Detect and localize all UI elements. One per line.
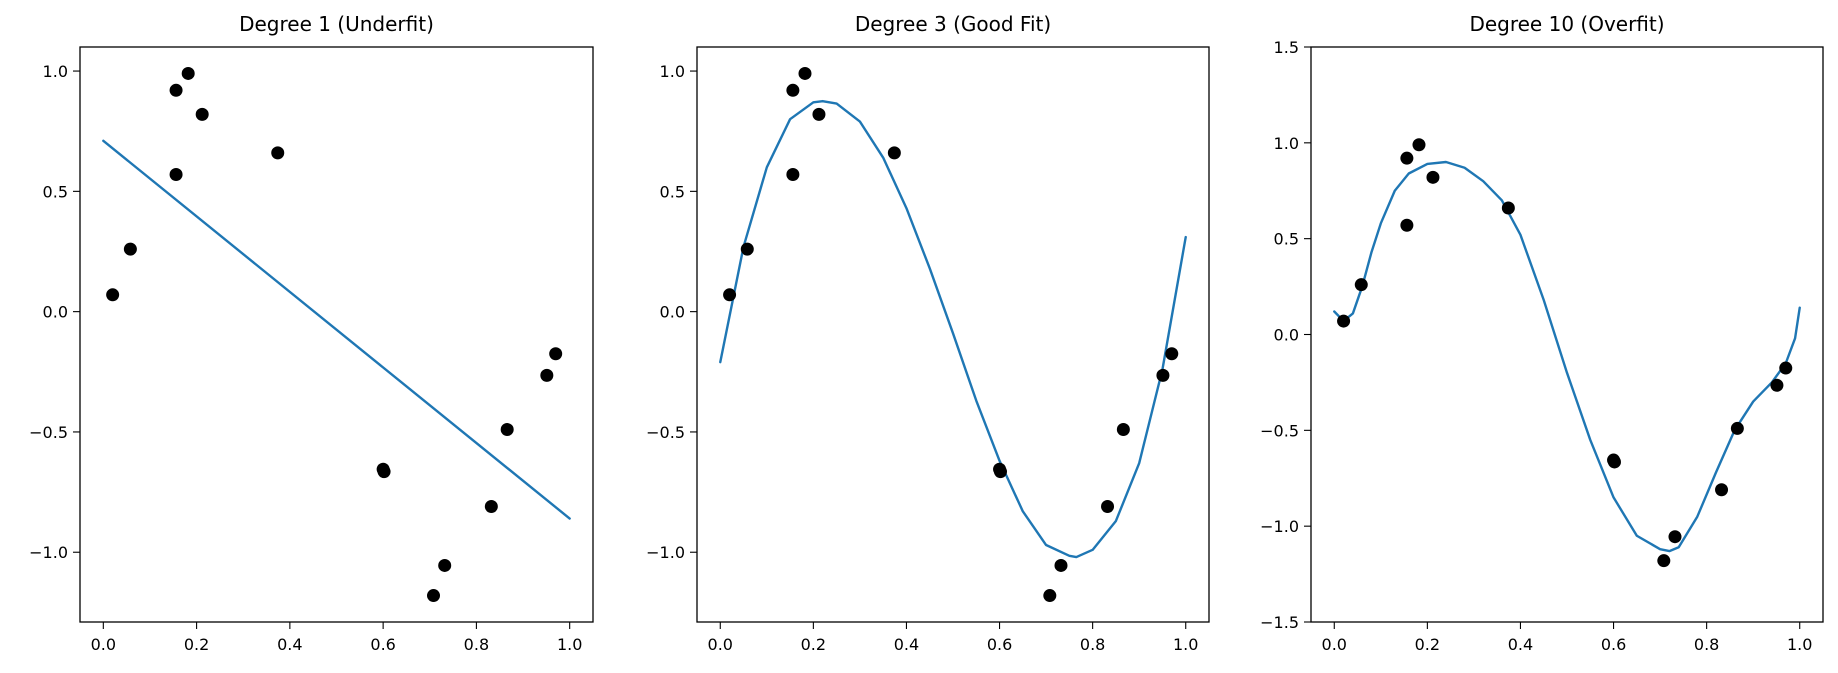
panel-3-data-point [1354, 278, 1368, 292]
panel-1-data-point [427, 589, 440, 603]
panel-3-x-tick-label: 0.6 [1601, 635, 1626, 654]
panel-1-x-tick-label: 0.8 [464, 635, 489, 654]
panel-1-data-point [484, 500, 498, 514]
panel-2-data-point [1043, 589, 1057, 603]
panel-1-data-point [377, 465, 391, 479]
panel-2-x-tick-label: 0.2 [801, 635, 826, 654]
panel-2-y-tick-label: −0.5 [646, 423, 685, 442]
panel-1-data-point [181, 66, 195, 80]
panel-3-data-point [1501, 201, 1515, 215]
panel-1-data-point [500, 423, 514, 437]
panel-3-x-tick-label: 0.8 [1694, 635, 1719, 654]
panel-1-data-point [169, 168, 183, 182]
panel-1-data-point [106, 288, 120, 302]
panel-3-x-tick-label: 0.2 [1415, 635, 1440, 654]
panel-1: Degree 1 (Underfit) 0.0 0.2 0.4 0.6 0.8 1.0 −1.… [29, 12, 594, 654]
panel-2-y-tick-label: 1.0 [660, 62, 685, 81]
panel-2-data-point [812, 107, 826, 121]
panel-1-fit-line [102, 139, 571, 520]
panel-2-axes-frame [696, 46, 1210, 623]
panel-3-y-tick-label: −1.5 [1260, 613, 1299, 632]
panel-3-y-tick-label: 1.5 [1274, 38, 1299, 57]
panel-1-axes-frame [79, 46, 594, 623]
panel-2-x-tick-label: 0.8 [1080, 635, 1105, 654]
panel-1-y-tick-label: 0.5 [43, 182, 68, 201]
panel-1-x-tick-label: 0.4 [277, 635, 302, 654]
panel-2-x-tick-label: 1.0 [1173, 635, 1198, 654]
panel-3-data-point [1770, 378, 1784, 392]
panel-1-x-tick-label: 0.6 [370, 635, 395, 654]
panel-2-data-point [786, 83, 800, 97]
panel-1-y-tick-label: −1.0 [29, 543, 68, 562]
panel-1-data-point [169, 83, 183, 97]
panel-1-y-tick-label: −0.5 [29, 423, 68, 442]
panel-1-data-point [271, 146, 285, 160]
panel-3-y-tick-label: 1.0 [1274, 134, 1299, 153]
panel-2-x-tick-label: 0.6 [987, 635, 1012, 654]
panel-2-data-point [1156, 368, 1170, 382]
panel-1-data-point [195, 107, 209, 121]
panel-3-data-point [1730, 421, 1744, 435]
panel-1-y-tick-label: 0.0 [43, 303, 68, 322]
panel-2-data-point [993, 465, 1007, 479]
panel-3: Degree 10 (Overfit) 0.0 0.2 0.4 0.6 0.8 1.0 −1.… [1260, 12, 1824, 654]
panel-3-x-tick-label: 0.0 [1322, 635, 1347, 654]
panel-2-fit-line [719, 99, 1187, 559]
panel-3-title: Degree 10 (Overfit) [1469, 12, 1664, 36]
panel-1-x-tick-label: 1.0 [557, 635, 582, 654]
panel-3-data-point [1657, 554, 1671, 568]
panel-2-data-point [786, 168, 800, 182]
panel-3-y-tick-label: 0.5 [1274, 230, 1299, 249]
panel-2-data-point [798, 66, 812, 80]
panel-3-data-point [1400, 218, 1414, 232]
panel-3-y-tick-label: −1.0 [1260, 517, 1299, 536]
panel-2-data-point [1054, 558, 1068, 572]
panel-1-data-point [549, 347, 563, 361]
panel-2-y-tick-label: −1.0 [646, 543, 685, 562]
panel-3-data-point [1715, 483, 1729, 497]
panel-3-data-point [1668, 530, 1682, 544]
panel-2-data-point [1165, 347, 1179, 361]
panel-2-x-tick-label: 0.4 [894, 635, 919, 654]
panel-3-data-point [1400, 151, 1414, 165]
panel-3-data-point [1412, 138, 1426, 152]
panel-1-data-point [540, 368, 554, 382]
panel-1-data-point [438, 558, 452, 572]
panel-3-x-tick-label: 1.0 [1787, 635, 1812, 654]
panel-2-x-tick-label: 0.0 [708, 635, 733, 654]
panel-3-y-tick-label: −0.5 [1260, 421, 1299, 440]
panel-2-data-point [740, 242, 754, 256]
panel-2-data-point [887, 146, 901, 160]
panel-2-y-tick-label: 0.5 [660, 182, 685, 201]
panel-2-data-point [1116, 423, 1130, 437]
panel-2-y-tick-label: 0.0 [660, 303, 685, 322]
panel-1-x-tick-label: 0.2 [184, 635, 209, 654]
panel-3-y-tick-label: 0.0 [1274, 326, 1299, 345]
panel-1-y-tick-label: 1.0 [43, 62, 68, 81]
panel-3-data-point [1426, 170, 1440, 184]
panel-2-title: Degree 3 (Good Fit) [855, 12, 1051, 36]
panel-3-data-point [1337, 314, 1351, 328]
panel-1-title: Degree 1 (Underfit) [239, 12, 434, 36]
panel-2-data-point [1101, 500, 1115, 514]
panel-3-axes-frame [1310, 46, 1824, 623]
panel-2: Degree 3 (Good Fit) 0.0 0.2 0.4 0.6 0.8 1.0 −1.… [646, 12, 1210, 654]
panel-2-data-point [723, 288, 737, 302]
panel-3-x-tick-label: 0.4 [1508, 635, 1533, 654]
panel-3-data-point [1607, 455, 1621, 469]
panel-1-x-tick-label: 0.0 [91, 635, 116, 654]
panel-1-data-point [123, 242, 137, 256]
panel-3-data-point [1779, 361, 1793, 375]
